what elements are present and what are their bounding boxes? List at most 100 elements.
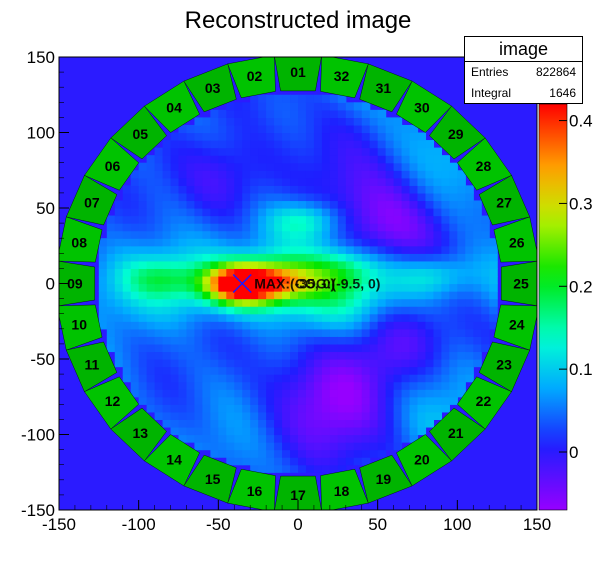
heatmap-cell — [385, 200, 395, 209]
heatmap-cell — [385, 298, 395, 307]
heatmap-cell — [250, 140, 259, 149]
heatmap-cell — [298, 253, 307, 262]
detector-label: 07 — [84, 195, 100, 211]
heatmap-cell — [361, 381, 371, 390]
heatmap-cell — [282, 291, 291, 300]
heatmap-cell — [369, 351, 379, 360]
heatmap-cell — [178, 374, 188, 383]
heatmap-cell — [250, 306, 259, 315]
heatmap-cell — [162, 185, 172, 194]
heatmap-cell — [298, 230, 307, 239]
heatmap-cell — [290, 124, 299, 134]
heatmap-cell — [313, 155, 323, 164]
heatmap-cell — [361, 306, 371, 315]
heatmap-cell — [329, 457, 339, 466]
heatmap-cell — [186, 426, 196, 436]
heatmap-cell — [329, 140, 339, 149]
heatmap-cell — [313, 434, 323, 443]
heatmap-cell — [337, 404, 347, 413]
heatmap-cell — [401, 177, 411, 186]
heatmap-cell — [353, 124, 363, 134]
heatmap-cell — [377, 381, 387, 390]
heatmap-cell — [202, 155, 211, 164]
heatmap-cell — [345, 215, 355, 224]
heatmap-cell — [298, 215, 307, 224]
heatmap-cell — [282, 434, 291, 443]
heatmap-cell — [313, 374, 323, 383]
heatmap-cell — [274, 351, 283, 360]
heatmap-cell — [210, 124, 219, 134]
heatmap-cell — [353, 162, 363, 171]
heatmap-cell — [266, 283, 275, 292]
heatmap-cell — [321, 306, 331, 315]
heatmap-cell — [170, 223, 180, 232]
heatmap-cell — [369, 192, 379, 202]
heatmap-cell — [457, 343, 466, 353]
heatmap-cell — [202, 132, 211, 141]
heatmap-cell — [305, 389, 315, 398]
heatmap-cell — [313, 404, 323, 413]
heatmap-cell — [266, 457, 275, 466]
heatmap-cell — [401, 170, 411, 179]
heatmap-cell — [393, 177, 403, 186]
heatmap-cell — [258, 185, 267, 194]
heatmap-cell — [178, 351, 188, 360]
heatmap-cell — [321, 102, 331, 111]
heatmap-cell — [377, 200, 387, 209]
heatmap-cell — [449, 298, 458, 307]
heatmap-cell — [457, 313, 466, 322]
heatmap-cell — [449, 268, 458, 277]
heatmap-cell — [321, 419, 331, 428]
heatmap-cell — [202, 275, 211, 285]
heatmap-cell — [226, 245, 235, 254]
heatmap-cell — [178, 411, 188, 420]
heatmap-cell — [122, 283, 132, 292]
heatmap-cell — [258, 419, 267, 428]
detector-label: 13 — [132, 425, 148, 441]
heatmap-cell — [345, 442, 355, 451]
heatmap-cell — [290, 419, 299, 428]
heatmap-cell — [305, 306, 315, 315]
detector-22 — [457, 376, 512, 430]
heatmap-cell — [290, 328, 299, 337]
heatmap-cell — [473, 343, 482, 353]
heatmap-cell — [329, 396, 339, 405]
heatmap-cell — [393, 147, 403, 156]
heatmap-cell — [473, 336, 482, 345]
heatmap-cell — [274, 275, 283, 285]
heatmap-cell — [369, 147, 379, 156]
heatmap-cell — [321, 185, 331, 194]
heatmap-cell — [242, 359, 251, 368]
heatmap-cell — [250, 215, 259, 224]
heatmap-cell — [401, 245, 411, 254]
heatmap-cell — [305, 464, 315, 473]
heatmap-cell — [218, 200, 227, 209]
heatmap-cell — [290, 336, 299, 345]
heatmap-cell — [242, 200, 251, 209]
heatmap-cell — [250, 223, 259, 232]
heatmap-cell — [242, 260, 251, 269]
detector-21 — [429, 407, 486, 462]
heatmap-cell — [266, 260, 275, 269]
heatmap-cell — [186, 170, 196, 179]
heatmap-cell — [234, 200, 243, 209]
heatmap-cell — [337, 328, 347, 337]
heatmap-cell — [369, 245, 379, 254]
heatmap-cell — [98, 253, 108, 262]
heatmap-cell — [393, 351, 403, 360]
heatmap-cell — [369, 177, 379, 186]
heatmap-cell — [122, 268, 132, 277]
heatmap-cell — [250, 124, 259, 134]
heatmap-cell — [353, 200, 363, 209]
heatmap-cell — [409, 426, 419, 436]
heatmap-cell — [266, 102, 275, 111]
heatmap-cell — [377, 336, 387, 345]
heatmap-cell — [130, 192, 140, 202]
heatmap-cell — [321, 381, 331, 390]
heatmap-cell — [369, 215, 379, 224]
detector-07 — [65, 174, 118, 226]
heatmap-cell — [274, 313, 283, 322]
heatmap-cell — [178, 291, 188, 300]
detector-17 — [274, 475, 322, 510]
heatmap-cell — [401, 124, 411, 134]
